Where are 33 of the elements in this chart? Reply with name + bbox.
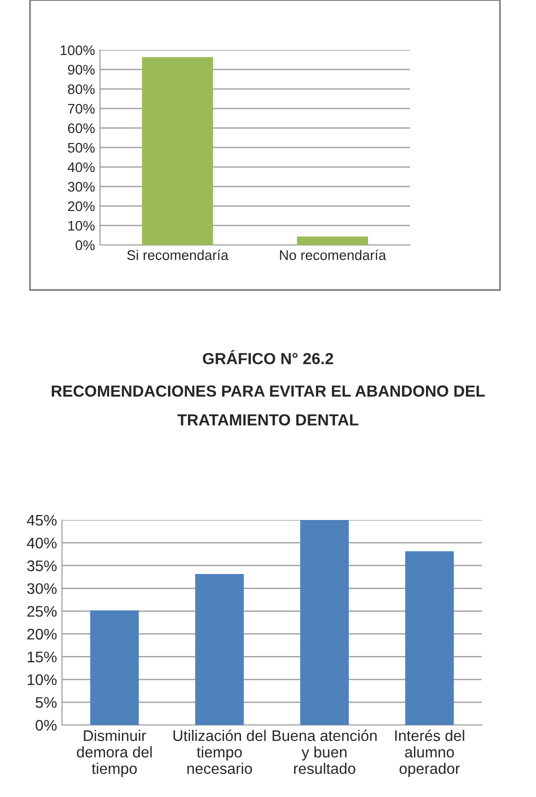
x-tick-label: Buena atención y buen resultado: [272, 730, 377, 774]
y-tick-label: 15%: [28, 652, 57, 662]
chart-title: GRÁFICO N° 26.2: [202, 350, 334, 364]
y-tick-label: 90%: [68, 64, 95, 75]
y-tick-label: 25%: [27, 606, 57, 617]
x-tick-label: Interés del alumno operador: [395, 730, 464, 778]
y-tick-label: 35%: [27, 560, 57, 572]
y-tick-label: 100%: [60, 45, 95, 56]
y-tick-label: 20%: [68, 201, 95, 212]
chart-subtitle: RECOMENDACIONES PARA EVITAR EL ABANDONO DEL TRATAMIENTO DENTAL: [52, 385, 485, 426]
bar: [405, 551, 454, 725]
x-tick-label: Utilización del tiempo necesario: [174, 730, 266, 774]
y-tick-label: 80%: [68, 84, 95, 94]
y-tick-label: 10%: [28, 674, 57, 686]
y-tick-label: 50%: [68, 142, 95, 153]
x-tick-label: Si recomendaría: [127, 250, 228, 260]
y-tick-label: 70%: [68, 104, 95, 114]
y-tick-label: 40%: [68, 162, 95, 172]
y-tick-label: 5%: [36, 697, 57, 708]
y-tick-label: 40%: [26, 538, 57, 548]
x-tick-label: Disminuir demora del tiempo: [76, 730, 152, 778]
y-tick-label: 30%: [27, 583, 57, 594]
y-tick-label: 20%: [27, 628, 57, 640]
bar: [300, 520, 349, 725]
y-tick-label: 30%: [68, 182, 95, 192]
y-tick-label: 45%: [26, 514, 57, 526]
y-tick-label: 60%: [68, 123, 95, 134]
bar: [90, 610, 139, 725]
bar: [195, 574, 244, 725]
y-tick-label: 10%: [68, 220, 95, 231]
y-tick-label: 0%: [36, 720, 57, 731]
y-tick-label: 0%: [76, 240, 95, 250]
x-tick-label: No recomendaría: [280, 250, 386, 260]
